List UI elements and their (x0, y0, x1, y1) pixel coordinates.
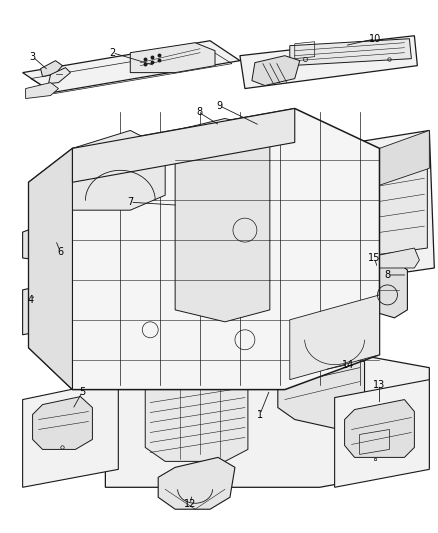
Polygon shape (28, 148, 72, 390)
Text: 10: 10 (369, 34, 381, 44)
Polygon shape (175, 192, 220, 208)
Polygon shape (379, 131, 429, 185)
Polygon shape (240, 36, 417, 88)
Text: 3: 3 (29, 52, 35, 62)
Polygon shape (49, 68, 71, 84)
Text: 1: 1 (257, 409, 263, 419)
Polygon shape (25, 83, 59, 99)
Polygon shape (106, 348, 429, 487)
Text: 15: 15 (368, 253, 381, 263)
Polygon shape (32, 397, 92, 449)
Polygon shape (23, 41, 240, 93)
Text: 12: 12 (184, 499, 196, 509)
Polygon shape (379, 248, 419, 268)
Text: 5: 5 (79, 386, 85, 397)
Text: 7: 7 (127, 197, 134, 207)
Polygon shape (290, 39, 411, 66)
Polygon shape (318, 131, 434, 285)
Text: 8: 8 (196, 108, 202, 117)
Text: 14: 14 (342, 360, 354, 370)
Polygon shape (23, 210, 100, 265)
Text: 13: 13 (373, 379, 385, 390)
Polygon shape (41, 61, 63, 77)
Polygon shape (72, 131, 165, 210)
Polygon shape (175, 118, 270, 322)
Polygon shape (28, 109, 379, 390)
Polygon shape (72, 109, 295, 182)
Polygon shape (345, 400, 414, 457)
Text: 6: 6 (57, 247, 64, 257)
Text: 8: 8 (385, 270, 391, 280)
Text: 4: 4 (28, 295, 34, 305)
Polygon shape (158, 457, 235, 509)
Polygon shape (145, 365, 248, 462)
Polygon shape (23, 270, 120, 335)
Polygon shape (321, 150, 427, 262)
Polygon shape (252, 55, 300, 86)
Polygon shape (130, 43, 215, 72)
Text: 9: 9 (216, 101, 222, 110)
Polygon shape (290, 295, 379, 379)
Polygon shape (23, 379, 118, 487)
Polygon shape (335, 379, 429, 487)
Polygon shape (278, 350, 364, 430)
Text: 2: 2 (109, 47, 116, 58)
Polygon shape (367, 260, 407, 318)
